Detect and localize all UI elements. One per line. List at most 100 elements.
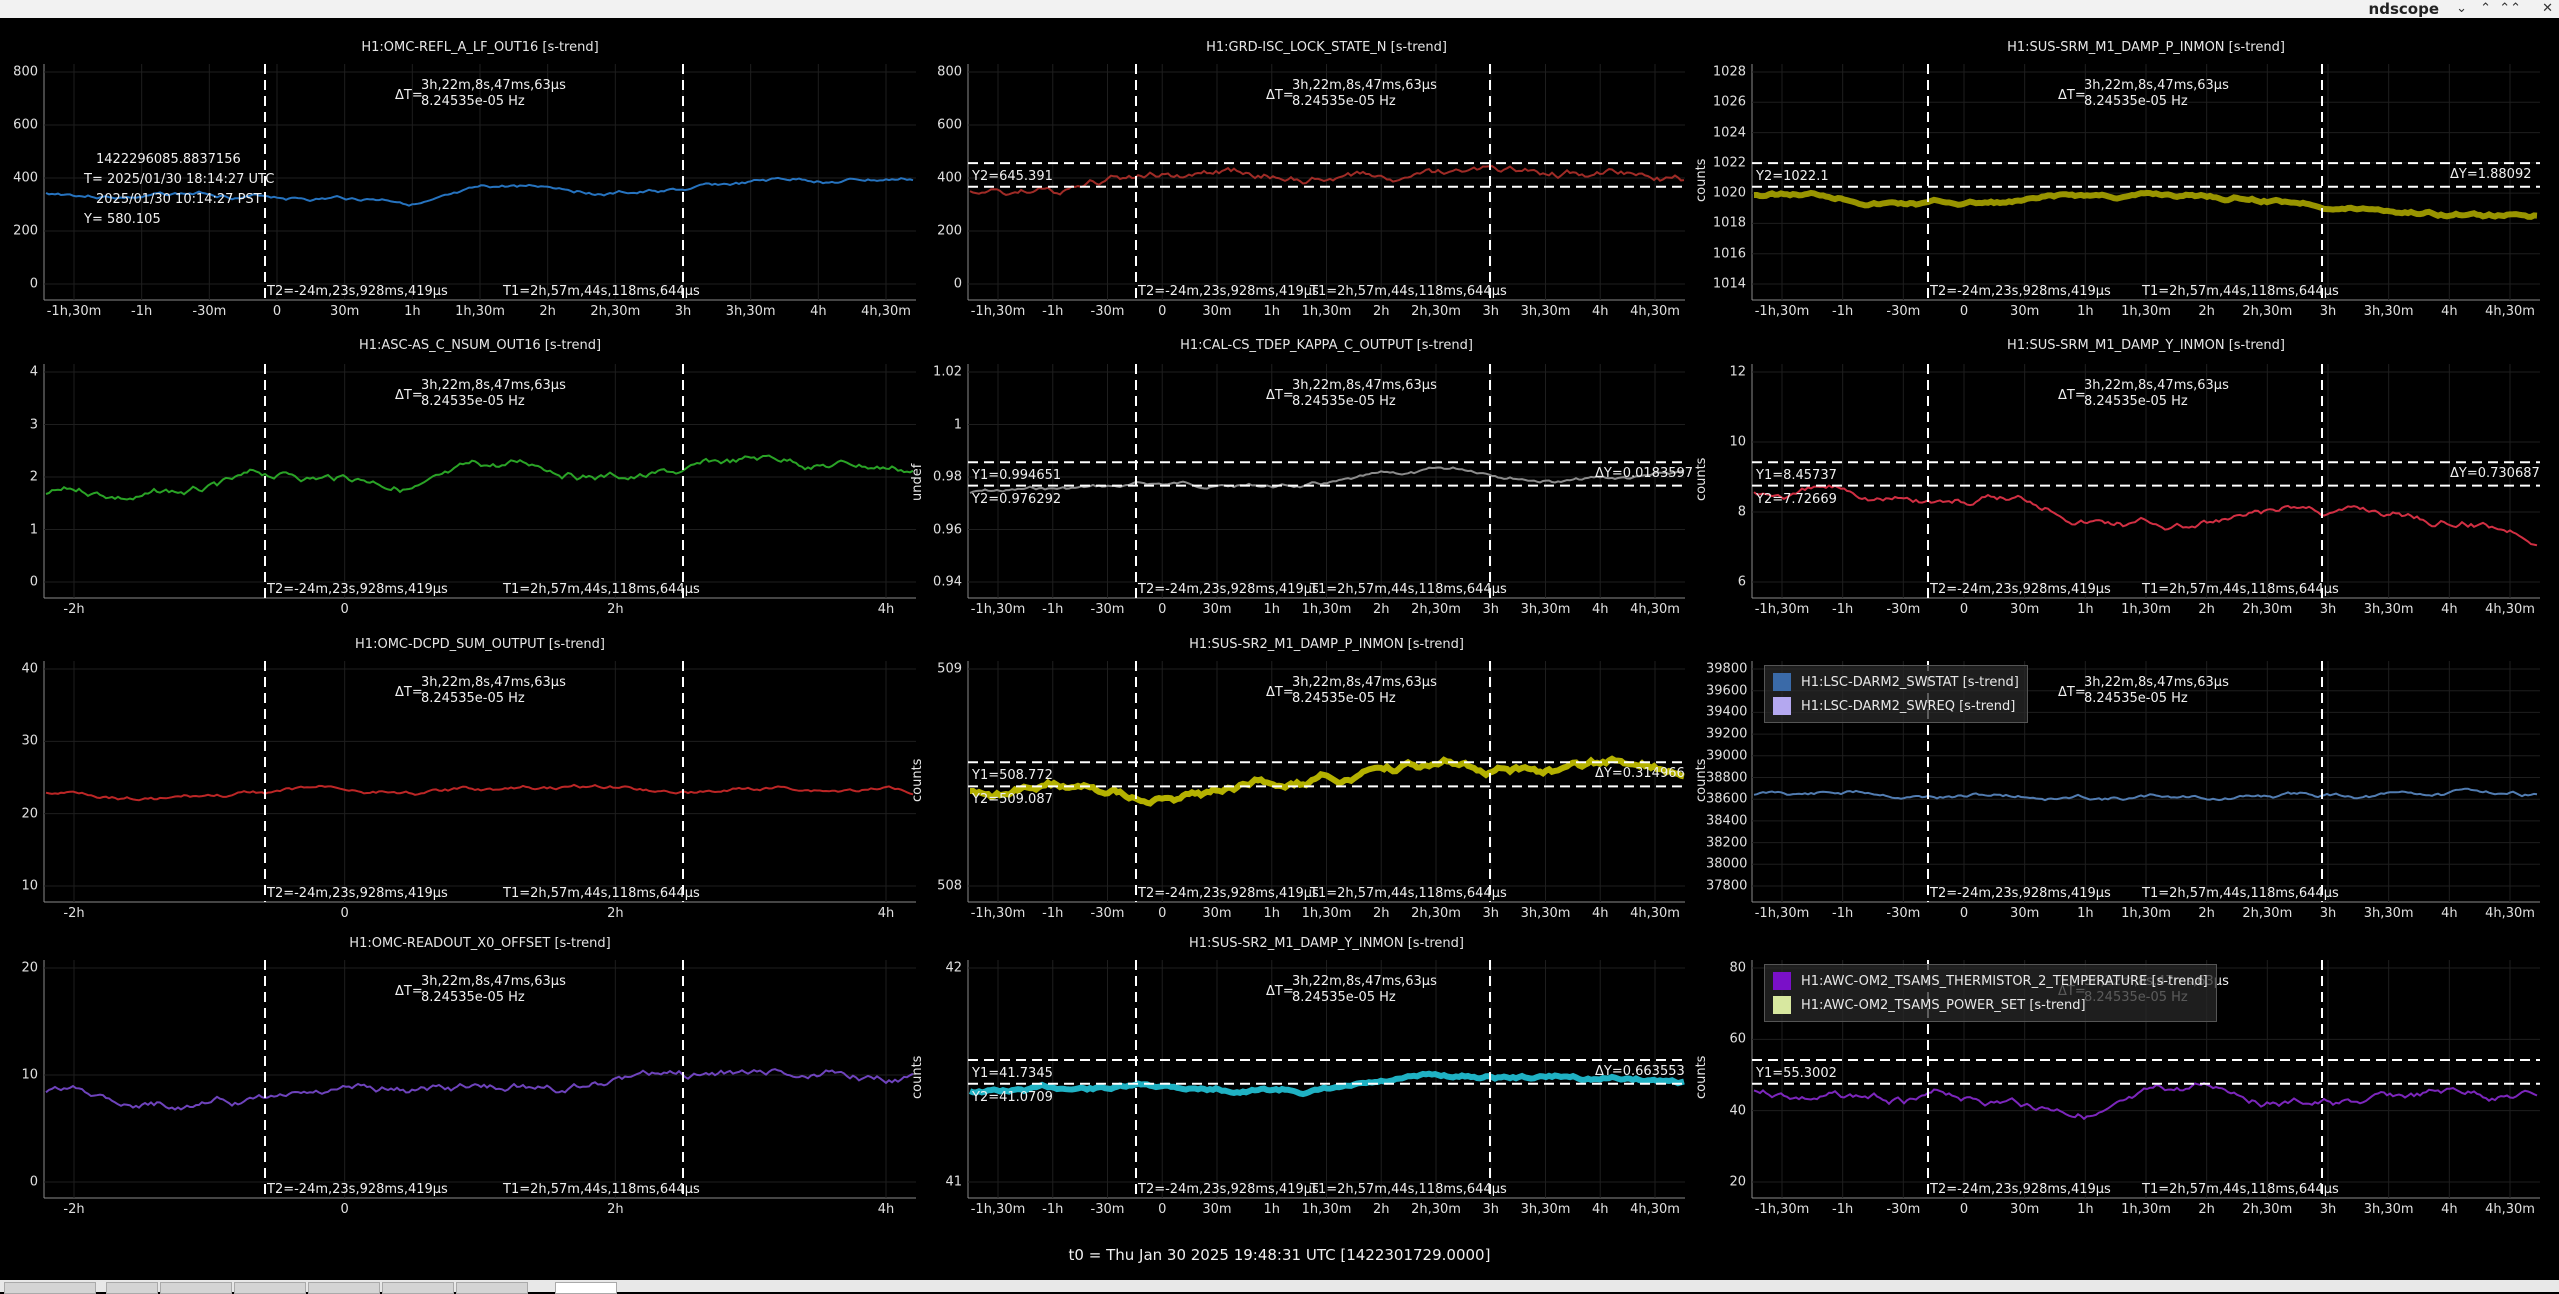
plot-5[interactable] xyxy=(1751,364,2540,599)
bottom-tab[interactable] xyxy=(160,1282,232,1294)
dt-freq: 8.24535e-05 Hz xyxy=(421,990,525,1005)
y-axis-label: counts xyxy=(1694,1055,1709,1099)
x-tick-label: 30m xyxy=(1202,906,1232,921)
y-tick-label: 800 xyxy=(13,64,38,80)
plot-10[interactable] xyxy=(967,960,1685,1199)
x-tick-label: 3h xyxy=(1482,304,1500,319)
plot-8[interactable] xyxy=(1751,661,2540,903)
dt-value: 3h,22m,8s,47ms,63μs xyxy=(2084,378,2229,393)
plot-title: H1:SUS-SR2_M1_DAMP_Y_INMON [s-trend] xyxy=(1189,936,1464,951)
dy-cursor-label: ΔY=0.663553 xyxy=(1595,1063,1685,1079)
y1-cursor-label: Y1=508.772 xyxy=(972,768,1053,784)
bottom-tab[interactable] xyxy=(456,1282,528,1294)
x-tick-label: 2h,30m xyxy=(590,304,641,319)
plots-canvas xyxy=(43,64,2540,1199)
x-tick-label: 0 xyxy=(1158,602,1167,617)
dt-label: ΔT= xyxy=(2058,388,2086,403)
dt-label: ΔT= xyxy=(395,984,423,999)
dt-value: 3h,22m,8s,47ms,63μs xyxy=(1292,974,1437,989)
x-tick-label: 0 xyxy=(1959,304,1969,319)
dt-freq: 8.24535e-05 Hz xyxy=(1292,990,1396,1005)
x-tick-label: 30m xyxy=(2010,906,2040,921)
x-tick-label: 4h xyxy=(877,906,895,921)
plot-4[interactable] xyxy=(967,364,1685,599)
plot-title: H1:ASC-AS_C_NSUM_OUT16 [s-trend] xyxy=(358,338,602,353)
legend-item[interactable]: H1:AWC-OM2_TSAMS_THERMISTOR_2_TEMPERATUR… xyxy=(1773,969,2208,993)
x-tick-label: 2h xyxy=(607,1202,624,1217)
x-tick-label: 30m xyxy=(1202,304,1232,319)
plot-6[interactable] xyxy=(43,661,916,903)
x-tick-label: 1h xyxy=(1263,304,1281,319)
x-tick-label: 1h,30m xyxy=(455,304,505,319)
crosshair-readout: 1422296085.8837156 xyxy=(96,152,241,167)
plot-title: H1:OMC-DCPD_SUM_OUTPUT [s-trend] xyxy=(355,637,605,652)
restore-icon[interactable]: ⌃⌃ xyxy=(2499,1,2521,16)
x-tick-label: 1h,30m xyxy=(1301,304,1352,319)
x-tick-label: -1h xyxy=(1832,1202,1854,1217)
t2-label: T2=-24m,23s,928ms,419μs xyxy=(267,582,448,597)
dt-label: ΔT= xyxy=(395,88,423,103)
x-tick-label: 0 xyxy=(1959,1202,1969,1217)
y-tick-label: 1 xyxy=(953,417,962,432)
bottom-tab[interactable] xyxy=(308,1282,380,1294)
x-tick-label: 4h xyxy=(1591,602,1609,617)
dt-freq: 8.24535e-05 Hz xyxy=(2084,394,2188,409)
y-axis-label: counts xyxy=(0,758,1,801)
plot-title: H1:OMC-REFL_A_LF_OUT16 [s-trend] xyxy=(361,40,599,55)
plot-title: H1:GRD-ISC_LOCK_STATE_N [s-trend] xyxy=(1206,40,1447,55)
dt-value: 3h,22m,8s,47ms,63μs xyxy=(2084,78,2229,93)
x-tick-label: 2h,30m xyxy=(1411,602,1461,617)
plot-legend[interactable]: H1:LSC-DARM2_SWSTAT [s-trend] H1:LSC-DARM… xyxy=(1764,665,2028,723)
legend-label: H1:LSC-DARM2_SWREQ [s-trend] xyxy=(1801,698,2016,714)
legend-item[interactable]: H1:LSC-DARM2_SWREQ [s-trend] xyxy=(1773,694,2019,718)
y-tick-label: 37800 xyxy=(1706,878,1748,894)
plot-7[interactable] xyxy=(967,661,1685,903)
minimize-icon[interactable]: ⌄ xyxy=(2456,1,2467,16)
plot-3[interactable] xyxy=(43,364,916,599)
maximize-icon[interactable]: ⌃ xyxy=(2480,1,2491,16)
y-tick-label: 600 xyxy=(937,117,962,133)
y-tick-label: 10 xyxy=(1729,434,1746,450)
plot-11[interactable] xyxy=(1751,960,2540,1199)
close-icon[interactable]: ✕ xyxy=(2542,1,2553,16)
t1-label: T1=2h,57m,44s,118ms,644μs xyxy=(2142,1182,2339,1197)
dt-label: ΔT= xyxy=(1266,88,1294,103)
legend-item[interactable]: H1:LSC-DARM2_SWSTAT [s-trend] xyxy=(1773,670,2019,694)
bottom-tab[interactable] xyxy=(382,1282,454,1294)
y-tick-label: 20 xyxy=(21,806,38,822)
t1-label: T1=2h,57m,44s,118ms,644μs xyxy=(503,1182,700,1197)
t2-label: T2=-24m,23s,928ms,419μs xyxy=(267,1182,448,1197)
plot-9[interactable] xyxy=(43,960,916,1199)
x-tick-label: 4h xyxy=(1591,906,1609,921)
x-tick-label: 2h xyxy=(1372,304,1390,319)
x-tick-label: 2h,30m xyxy=(2242,906,2293,921)
crosshair-readout: 2025/01/30 10:14:27 PST xyxy=(96,192,262,207)
dt-freq: 8.24535e-05 Hz xyxy=(1292,394,1396,409)
bottom-tab[interactable] xyxy=(106,1282,158,1294)
x-tick-label: 1h xyxy=(1263,906,1281,921)
plot-2[interactable] xyxy=(1751,64,2540,301)
x-tick-label: 4h,30m xyxy=(2485,602,2535,617)
x-tick-label: 4h xyxy=(1591,1202,1609,1217)
x-tick-label: 0 xyxy=(1959,602,1969,617)
bottom-tab-active[interactable] xyxy=(555,1282,617,1294)
bottom-tab[interactable] xyxy=(234,1282,306,1294)
legend-swatch xyxy=(1773,673,1791,691)
y-axis-label: counts xyxy=(910,1055,925,1099)
x-tick-label: -30m xyxy=(1886,1202,1921,1217)
plot-1[interactable] xyxy=(967,64,1685,301)
y-tick-label: 1016 xyxy=(1712,246,1746,262)
x-tick-label: 30m xyxy=(2010,304,2040,319)
t1-label: T1=2h,57m,44s,118ms,644μs xyxy=(1310,886,1507,901)
bottom-tab[interactable] xyxy=(4,1282,96,1294)
t1-label: T1=2h,57m,44s,118ms,644μs xyxy=(2142,582,2339,597)
plot-legend[interactable]: H1:AWC-OM2_TSAMS_THERMISTOR_2_TEMPERATUR… xyxy=(1764,964,2217,1022)
legend-swatch xyxy=(1773,996,1791,1014)
plot-title: H1:SUS-SR2_M1_DAMP_P_INMON [s-trend] xyxy=(1189,637,1464,652)
dt-label: ΔT= xyxy=(395,388,423,403)
x-tick-label: -1h,30m xyxy=(1754,906,1810,921)
plot-0[interactable] xyxy=(43,64,916,301)
legend-item[interactable]: H1:AWC-OM2_TSAMS_POWER_SET [s-trend] xyxy=(1773,993,2208,1017)
x-tick-label: 1h xyxy=(1263,602,1281,617)
dt-freq: 8.24535e-05 Hz xyxy=(421,691,525,706)
